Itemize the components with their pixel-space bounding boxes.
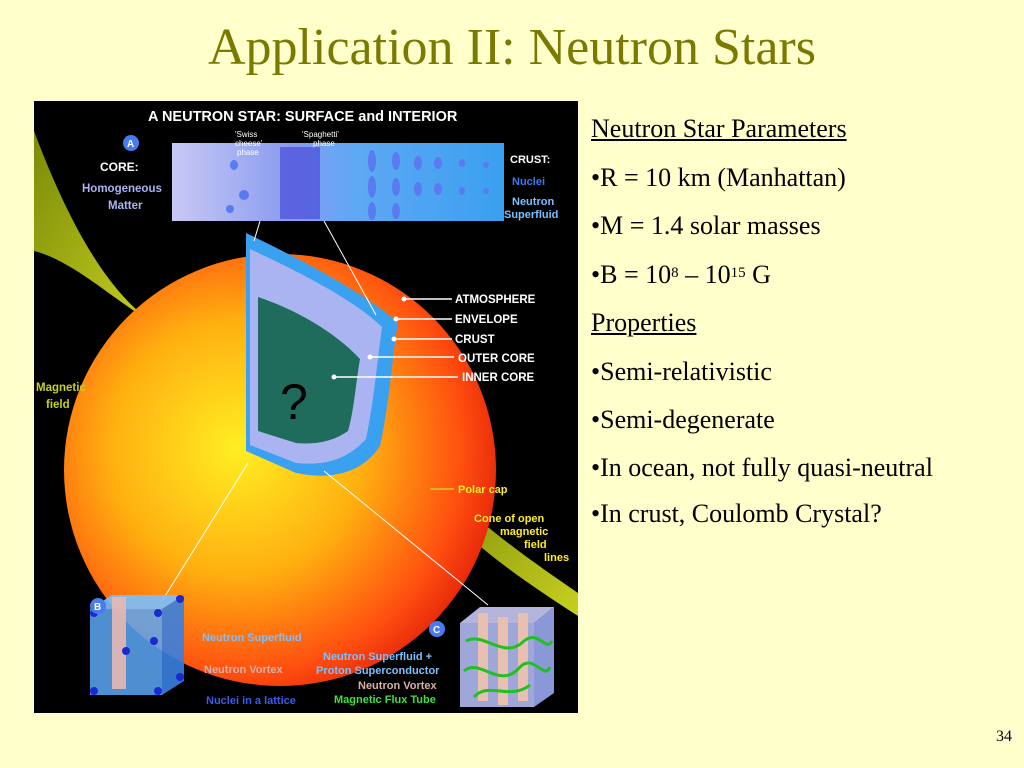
cone-label-1: Cone of open: [474, 513, 545, 525]
b-vortex-label: Neutron Vortex: [204, 664, 284, 676]
field-param-unit: G: [745, 259, 771, 289]
neutron-star-figure: A NEUTRON STAR: SURFACE and INTERIOR ? '…: [34, 101, 578, 713]
field-exp-high: 15: [730, 264, 746, 281]
layer-outer-core: OUTER CORE: [458, 353, 535, 365]
magnetic-label-2: field: [46, 399, 70, 411]
swiss-cheese-label-2: cheese': [235, 139, 263, 148]
crust-label: CRUST:: [510, 154, 550, 166]
swiss-cheese-label-3: phase: [237, 148, 259, 157]
slide-title: Application II: Neutron Stars: [208, 19, 816, 76]
page-number: 34: [996, 728, 1012, 745]
inner-core-layer: [258, 297, 360, 444]
field-exp-low: 8: [671, 264, 679, 281]
slab-nuclei: [226, 150, 489, 220]
lattice-box-c: [460, 607, 554, 707]
property-semi-degenerate: •Semi-degenerate: [591, 405, 775, 434]
crust-slab: [172, 143, 504, 221]
b-superfluid-label: Neutron Superfluid: [202, 632, 302, 644]
question-mark: ?: [280, 374, 308, 430]
c-label-4: Magnetic Flux Tube: [334, 694, 436, 706]
cone-label-2: magnetic: [500, 526, 548, 538]
spaghetti-label-2: phase: [313, 139, 335, 148]
magnetic-cone-left: [34, 131, 154, 323]
params-heading: Neutron Star Parameters: [591, 114, 847, 143]
core-desc-1: Homogeneous: [82, 183, 162, 195]
figure-heading: A NEUTRON STAR: SURFACE and INTERIOR: [148, 109, 458, 125]
cone-label-3: field: [524, 539, 547, 551]
property-crust: •In crust, Coulomb Crystal?: [591, 499, 882, 528]
layer-atmosphere: ATMOSPHERE: [455, 294, 536, 306]
layer-crust: CRUST: [455, 334, 495, 346]
magnetic-cone-right: [429, 473, 578, 616]
field-param-prefix: •B = 10: [591, 259, 672, 289]
c-marker-label: C: [433, 625, 440, 636]
radius-param: •R = 10 km (Manhattan): [591, 162, 846, 192]
layer-inner-core: INNER CORE: [462, 372, 535, 384]
core-desc-2: Matter: [108, 200, 143, 212]
property-ocean: •In ocean, not fully quasi-neutral: [591, 452, 933, 482]
c-label-3: Neutron Vortex: [358, 680, 438, 692]
core-label: CORE:: [100, 160, 139, 174]
b-marker-label: B: [94, 602, 101, 613]
field-param-dash: – 10: [678, 259, 731, 289]
crust-superfluid-label: Superfluid: [504, 209, 558, 221]
polar-cap-label: Polar cap: [458, 484, 508, 496]
lattice-box-b: [90, 595, 184, 695]
layer-labels: ATMOSPHERE ENVELOPE CRUST OUTER CORE INN…: [455, 294, 536, 384]
neutron-star-diagram: A NEUTRON STAR: SURFACE and INTERIOR ? '…: [34, 109, 578, 707]
cone-label-4: lines: [544, 552, 569, 564]
c-marker: [429, 621, 445, 637]
magnetic-label-1: Magnetic: [36, 382, 86, 394]
property-semi-relativistic: •Semi-relativistic: [591, 356, 772, 386]
b-marker: [90, 598, 106, 614]
field-param: •B = 108 – 1015 G: [591, 258, 1011, 292]
layer-envelope: ENVELOPE: [455, 314, 518, 326]
swiss-cheese-label-1: 'Swiss: [235, 130, 257, 139]
crust-neutron-label: Neutron: [512, 196, 554, 208]
props-heading: Properties: [591, 308, 697, 337]
layer-leaders: [334, 298, 458, 378]
c-label-2: Proton Superconductor: [316, 665, 440, 677]
bullet-list: Neutron Star Parameters •R = 10 km (Manh…: [591, 112, 1011, 546]
crust-nuclei-label: Nuclei: [512, 176, 545, 188]
c-label-1: Neutron Superfluid +: [323, 651, 432, 663]
b-lattice-label: Nuclei in a lattice: [206, 695, 296, 707]
mass-param: •M = 1.4 solar masses: [591, 211, 821, 240]
core-marker-label: A: [127, 139, 134, 150]
core-marker: [123, 135, 139, 151]
spaghetti-label-1: 'Spaghetti': [302, 130, 339, 139]
